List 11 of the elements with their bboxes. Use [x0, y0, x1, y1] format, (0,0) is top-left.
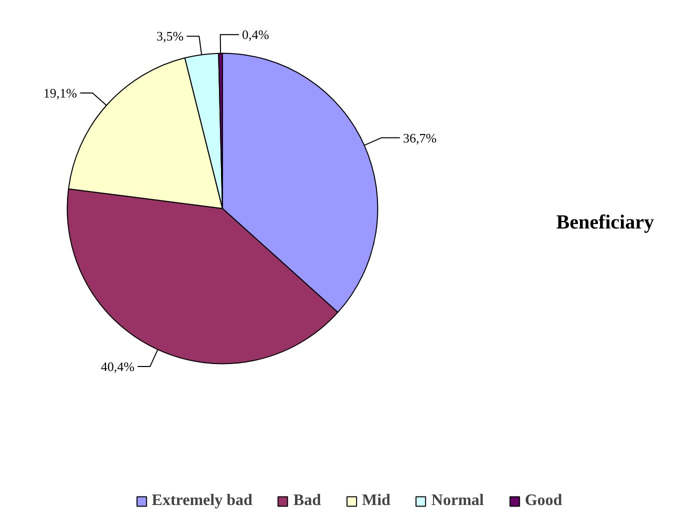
legend-label: Good [524, 492, 562, 510]
legend-label: Extremely bad [152, 492, 252, 510]
legend-label: Bad [293, 492, 321, 510]
legend-label: Mid [362, 492, 390, 510]
legend-label: Normal [431, 492, 484, 510]
text: Beneficiary [556, 211, 654, 234]
data-label: 19,1% [43, 86, 78, 101]
data-label: 40,4% [100, 359, 135, 374]
data-label: 3,5% [156, 28, 184, 44]
data-label: 36,7% [403, 130, 437, 146]
data-label: 0,4% [242, 27, 270, 42]
